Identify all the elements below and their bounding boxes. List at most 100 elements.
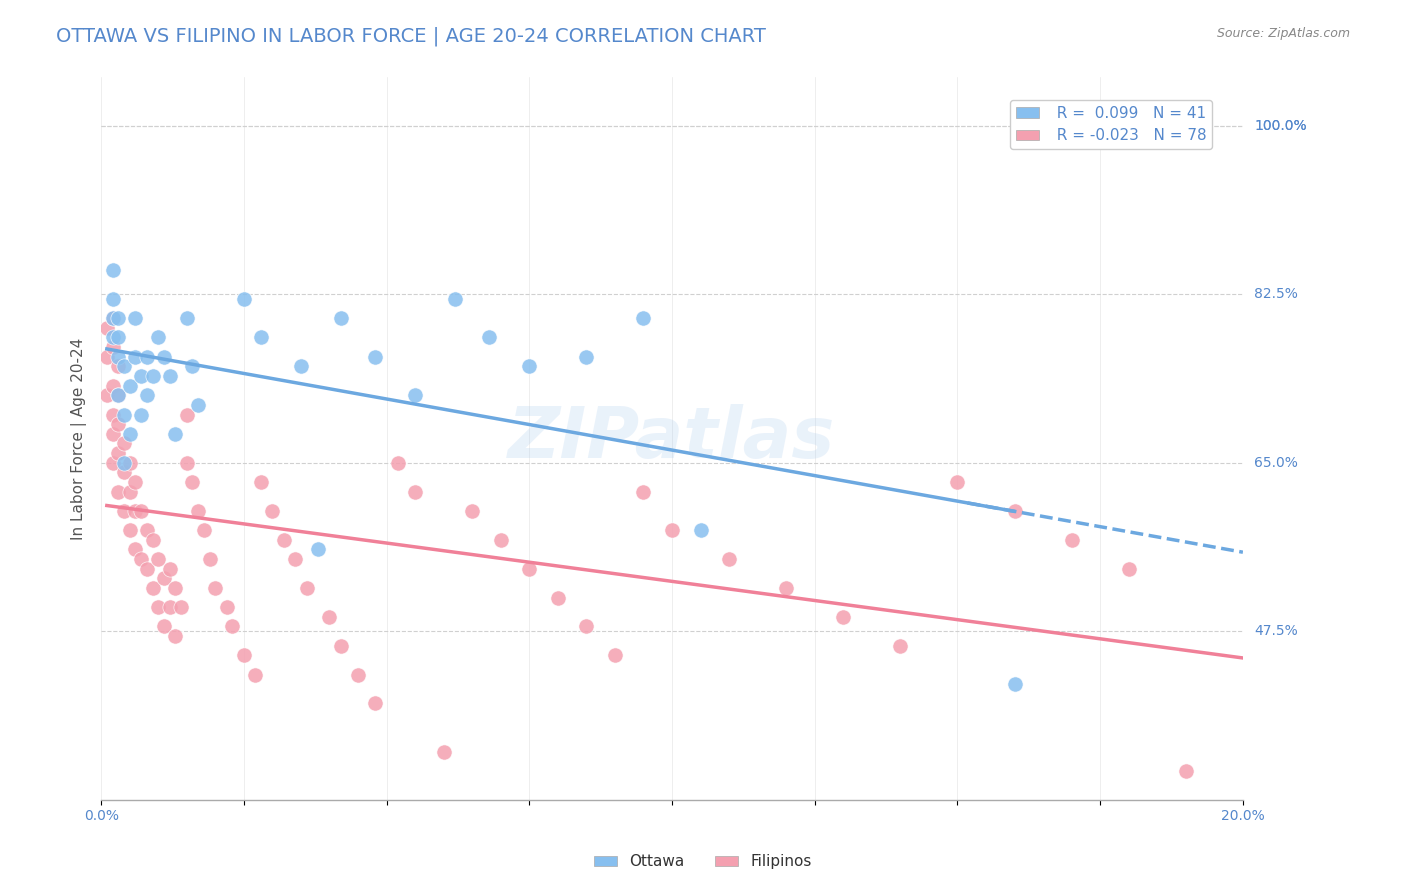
Filipinos (107, 359, 129, 374)
Ottawa (290, 359, 312, 374)
Filipinos (318, 609, 340, 624)
Ottawa (181, 359, 204, 374)
Filipinos (181, 475, 204, 489)
Text: Source: ZipAtlas.com: Source: ZipAtlas.com (1216, 27, 1350, 40)
Ottawa (118, 426, 141, 441)
Filipinos (124, 504, 146, 518)
Filipinos (148, 600, 170, 615)
Filipinos (1004, 504, 1026, 518)
Ottawa (124, 350, 146, 364)
Ottawa (135, 388, 157, 402)
Filipinos (204, 581, 226, 595)
Filipinos (198, 552, 221, 566)
Filipinos (101, 456, 124, 470)
Ottawa (165, 426, 187, 441)
Ottawa (118, 378, 141, 392)
Filipinos (165, 581, 187, 595)
Filipinos (775, 581, 797, 595)
Ottawa (329, 311, 352, 326)
Filipinos (101, 378, 124, 392)
Filipinos (129, 504, 152, 518)
Ottawa (159, 369, 181, 384)
Ottawa (141, 369, 163, 384)
Ottawa (101, 263, 124, 277)
Filipinos (118, 456, 141, 470)
Filipinos (889, 639, 911, 653)
Filipinos (461, 504, 484, 518)
Filipinos (1060, 533, 1083, 547)
Filipinos (96, 350, 118, 364)
Ottawa (135, 350, 157, 364)
Ottawa (1004, 677, 1026, 691)
Ottawa (107, 311, 129, 326)
Filipinos (170, 600, 193, 615)
Filipinos (187, 504, 209, 518)
Filipinos (112, 465, 135, 479)
Legend:   R =  0.099   N = 41,   R = -0.023   N = 78: R = 0.099 N = 41, R = -0.023 N = 78 (1010, 100, 1212, 149)
Filipinos (101, 408, 124, 422)
Ottawa (517, 359, 540, 374)
Filipinos (153, 571, 176, 585)
Ottawa (444, 292, 467, 306)
Filipinos (96, 388, 118, 402)
Ottawa (364, 350, 387, 364)
Filipinos (112, 504, 135, 518)
Ottawa (689, 523, 711, 537)
Filipinos (215, 600, 238, 615)
Filipinos (129, 552, 152, 566)
Ottawa (101, 311, 124, 326)
Filipinos (96, 321, 118, 335)
Filipinos (1174, 764, 1197, 778)
Filipinos (176, 408, 198, 422)
Filipinos (124, 542, 146, 557)
Filipinos (245, 667, 267, 681)
Ottawa (101, 292, 124, 306)
Filipinos (141, 533, 163, 547)
Filipinos (112, 436, 135, 450)
Filipinos (176, 456, 198, 470)
Ottawa (478, 330, 501, 344)
Filipinos (101, 311, 124, 326)
Ottawa (107, 388, 129, 402)
Y-axis label: In Labor Force | Age 20-24: In Labor Force | Age 20-24 (72, 337, 87, 540)
Filipinos (118, 523, 141, 537)
Text: 100.0%: 100.0% (1254, 119, 1306, 133)
Filipinos (547, 591, 569, 605)
Ottawa (250, 330, 273, 344)
Ottawa (101, 330, 124, 344)
Filipinos (135, 523, 157, 537)
Ottawa (148, 330, 170, 344)
Filipinos (517, 561, 540, 575)
Ottawa (153, 350, 176, 364)
Ottawa (129, 369, 152, 384)
Ottawa (575, 350, 598, 364)
Filipinos (661, 523, 683, 537)
Filipinos (832, 609, 855, 624)
Ottawa (129, 408, 152, 422)
Filipinos (107, 446, 129, 460)
Filipinos (141, 581, 163, 595)
Filipinos (193, 523, 215, 537)
Ottawa (232, 292, 254, 306)
Text: 82.5%: 82.5% (1254, 287, 1298, 301)
Filipinos (603, 648, 626, 663)
Filipinos (364, 697, 387, 711)
Ottawa (112, 359, 135, 374)
Text: 65.0%: 65.0% (1254, 456, 1298, 470)
Filipinos (347, 667, 370, 681)
Ottawa (112, 408, 135, 422)
Filipinos (101, 426, 124, 441)
Ottawa (187, 398, 209, 412)
Filipinos (101, 340, 124, 354)
Ottawa (176, 311, 198, 326)
Filipinos (159, 561, 181, 575)
Filipinos (135, 561, 157, 575)
Filipinos (118, 484, 141, 499)
Filipinos (250, 475, 273, 489)
Filipinos (295, 581, 318, 595)
Ottawa (124, 311, 146, 326)
Filipinos (329, 639, 352, 653)
Text: 100.0%: 100.0% (1254, 119, 1306, 133)
Filipinos (124, 475, 146, 489)
Filipinos (575, 619, 598, 633)
